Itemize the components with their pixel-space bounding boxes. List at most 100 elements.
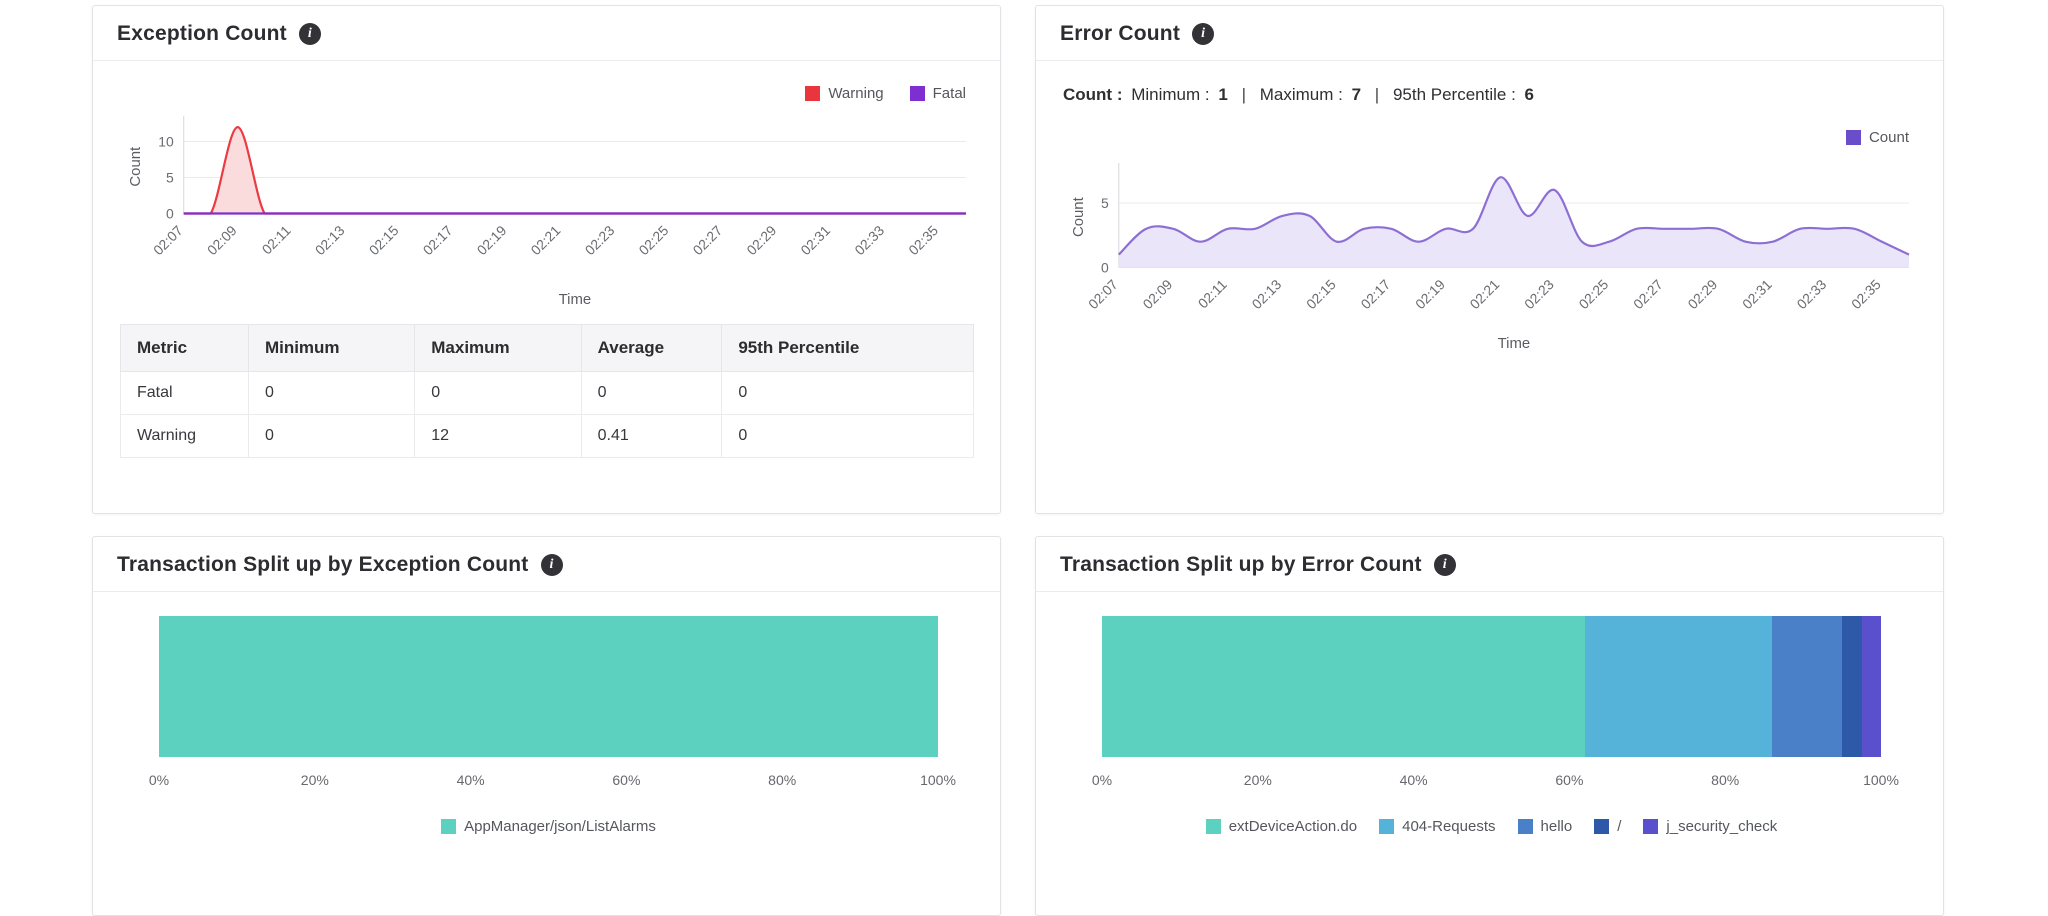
svg-text:02:35: 02:35: [1848, 276, 1884, 312]
legend-item-count: Count: [1845, 129, 1909, 146]
exception-split-bar: [159, 616, 938, 757]
bar-segment-j-security-check[interactable]: [1861, 616, 1881, 757]
svg-text:02:31: 02:31: [797, 222, 833, 258]
svg-text:02:27: 02:27: [689, 222, 725, 258]
table-header-minimum: Minimum: [247, 324, 416, 373]
svg-text:02:07: 02:07: [150, 222, 186, 258]
legend-item-appmanager-json-listalarms: AppManager/json/ListAlarms: [441, 818, 656, 835]
error-count-legend: Count: [1063, 129, 1909, 146]
legend-item-root: /: [1594, 818, 1621, 835]
error-count-chart: 0 5 02:07 02:09 02:11 02:13 02:15 02:17 02:19 02:…: [1070, 162, 1910, 352]
svg-text:Count: Count: [127, 146, 144, 187]
svg-text:5: 5: [166, 169, 174, 185]
summary-max-value: 7: [1351, 85, 1362, 104]
percent-tick-label: 80%: [1711, 772, 1740, 788]
info-icon[interactable]: i: [298, 23, 321, 45]
info-icon[interactable]: i: [1192, 23, 1215, 45]
svg-text:02:09: 02:09: [1139, 276, 1175, 312]
legend-swatch: [1643, 819, 1659, 834]
info-icon[interactable]: i: [540, 554, 563, 576]
bar-segment-extdeviceaction-do[interactable]: [1102, 616, 1585, 757]
percent-tick-label: 0%: [1091, 772, 1113, 788]
percent-tick-label: 100%: [920, 772, 956, 788]
table-cell: 0: [247, 414, 416, 459]
legend-item-extdeviceaction-do: extDeviceAction.do: [1205, 818, 1357, 835]
svg-text:02:23: 02:23: [582, 222, 618, 258]
table-header-row: Metric Minimum Maximum Average 95th Percenti…: [120, 324, 974, 373]
legend-swatch: [1517, 819, 1533, 834]
bar-segment-hello[interactable]: [1771, 616, 1843, 757]
transaction-split-error-body: 0% 20% 40% 60% 80% 100% extDeviceAction.do 404…: [1036, 592, 1943, 835]
error-split-legend: extDeviceAction.do 404-Requests hello / j_se…: [1102, 818, 1881, 835]
summary-max-label: Maximum :: [1259, 85, 1343, 104]
card-exception-count: Exception Count i Warning Fatal 0 5 10 02:07…: [92, 5, 1001, 514]
table-row-fatal: Fatal 0 0 0 0: [120, 371, 974, 416]
exception-split-legend: AppManager/json/ListAlarms: [159, 818, 938, 835]
error-count-title: Error Count: [1060, 22, 1181, 45]
exception-count-title: Exception Count: [117, 22, 287, 45]
legend-swatch: [1594, 819, 1610, 834]
table-cell: 0: [247, 371, 416, 416]
bar-segment-appmanager-json-listalarms[interactable]: [159, 616, 938, 757]
table-header-average: Average: [580, 324, 723, 373]
table-cell: Warning: [120, 414, 249, 459]
svg-text:02:19: 02:19: [474, 222, 510, 258]
svg-text:02:17: 02:17: [1357, 276, 1393, 312]
exception-split-axis: 0% 20% 40% 60% 80% 100%: [149, 772, 956, 792]
exception-count-body: Warning Fatal 0 5 10 02:07 02:09 02:11 02:13 02:…: [93, 85, 1000, 459]
legend-label: hello: [1540, 818, 1573, 835]
svg-text:02:11: 02:11: [259, 222, 294, 257]
svg-text:02:33: 02:33: [1793, 276, 1829, 312]
svg-text:02:23: 02:23: [1521, 276, 1557, 312]
transaction-split-exception-title: Transaction Split up by Exception Count: [117, 553, 529, 576]
svg-text:Time: Time: [1498, 335, 1531, 352]
svg-text:02:35: 02:35: [905, 222, 941, 258]
legend-label: Count: [1868, 129, 1909, 146]
table-cell: Fatal: [120, 371, 249, 416]
summary-separator: |: [1374, 85, 1380, 104]
summary-min-label: Minimum :: [1131, 85, 1210, 104]
percent-tick-label: 20%: [1243, 772, 1272, 788]
table-cell: 0: [580, 371, 723, 416]
legend-item-404-requests: 404-Requests: [1379, 818, 1496, 835]
legend-label: AppManager/json/ListAlarms: [464, 818, 656, 835]
svg-text:02:07: 02:07: [1085, 276, 1121, 312]
transaction-split-error-title: Transaction Split up by Error Count: [1060, 553, 1422, 576]
legend-label: Warning: [828, 85, 884, 102]
svg-text:0: 0: [166, 205, 174, 221]
error-split-axis: 0% 20% 40% 60% 80% 100%: [1092, 772, 1899, 792]
svg-text:02:13: 02:13: [1248, 276, 1284, 312]
svg-text:02:15: 02:15: [1303, 276, 1339, 312]
bar-segment-root[interactable]: [1842, 616, 1862, 757]
legend-swatch: [441, 819, 457, 834]
transaction-split-exception-body: 0% 20% 40% 60% 80% 100% AppManager/json/ListA…: [93, 592, 1000, 835]
legend-label: Fatal: [932, 85, 966, 102]
bar-segment-404-requests[interactable]: [1584, 616, 1772, 757]
percent-tick-label: 60%: [612, 772, 641, 788]
svg-text:10: 10: [158, 134, 174, 150]
table-header-maximum: Maximum: [414, 324, 582, 373]
percent-tick-label: 0%: [148, 772, 170, 788]
info-icon[interactable]: i: [1433, 554, 1456, 576]
percent-tick-label: 60%: [1555, 772, 1584, 788]
svg-text:02:11: 02:11: [1195, 276, 1230, 311]
legend-item-warning: Warning: [805, 85, 884, 102]
table-cell: 0: [721, 414, 974, 459]
error-count-header: Error Count i: [1036, 6, 1943, 61]
legend-label: j_security_check: [1666, 818, 1778, 835]
svg-text:Count: Count: [1070, 196, 1087, 237]
transaction-split-exception-header: Transaction Split up by Exception Count …: [93, 537, 1000, 592]
percent-tick-label: 20%: [300, 772, 329, 788]
summary-p95-label: 95th Percentile :: [1392, 85, 1516, 104]
svg-text:02:15: 02:15: [366, 222, 402, 258]
svg-text:02:33: 02:33: [851, 222, 887, 258]
summary-metric-label: Count :: [1063, 85, 1123, 104]
svg-text:Time: Time: [559, 291, 592, 308]
error-count-summary: Count : Minimum : 1 | Maximum : 7 | 95th…: [1063, 61, 1917, 105]
summary-p95-value: 6: [1524, 85, 1534, 104]
svg-text:02:29: 02:29: [1684, 276, 1720, 312]
legend-item-j-security-check: j_security_check: [1643, 818, 1777, 835]
table-header-metric: Metric: [120, 324, 249, 373]
svg-text:0: 0: [1101, 259, 1109, 275]
